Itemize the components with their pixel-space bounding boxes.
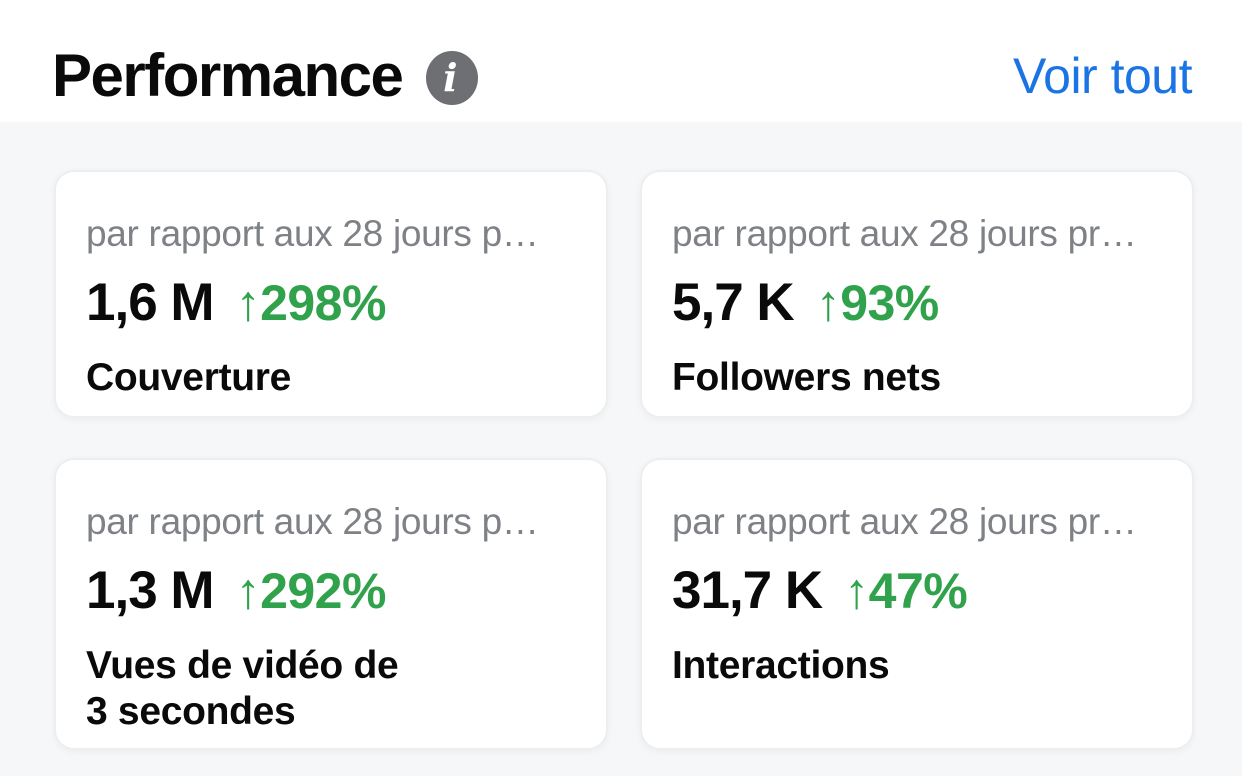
metric-label: Vues de vidéo de 3 secondes [86, 644, 399, 734]
metric-value: 5,7 K [672, 273, 795, 333]
metric-label: Couverture [86, 356, 292, 400]
comparison-period-text: par rapport aux 28 jours p… [86, 213, 539, 254]
metric-value: 1,6 M [86, 273, 215, 333]
value-row: 31,7 K ↑47% [672, 564, 1162, 617]
comparison-period-text: par rapport aux 28 jours p… [86, 501, 539, 542]
value-row: 1,3 M ↑292% [86, 564, 576, 617]
metric-delta-up: ↑93% [815, 275, 940, 332]
metric-card-interactions[interactable]: par rapport aux 28 jours pr… 31,7 K ↑47%… [640, 458, 1194, 750]
metric-cards-grid: par rapport aux 28 jours p… 1,6 M ↑298% … [54, 170, 1194, 750]
performance-header: Performance i Voir tout [0, 0, 1242, 122]
metric-delta-up: ↑47% [844, 563, 968, 620]
value-row: 1,6 M ↑298% [86, 276, 576, 329]
page-title: Performance [52, 42, 404, 109]
comparison-period-text: par rapport aux 28 jours pr… [672, 501, 1137, 542]
performance-content: par rapport aux 28 jours p… 1,6 M ↑298% … [0, 122, 1242, 750]
value-row: 5,7 K ↑93% [672, 276, 1162, 329]
see-all-link[interactable]: Voir tout [1013, 48, 1192, 104]
metric-card-vues-video-3-secondes[interactable]: par rapport aux 28 jours p… 1,3 M ↑292% … [54, 458, 608, 750]
metric-card-couverture[interactable]: par rapport aux 28 jours p… 1,6 M ↑298% … [54, 170, 608, 418]
metric-value: 1,3 M [86, 561, 215, 621]
metric-delta-up: ↑298% [235, 275, 387, 332]
metric-delta-up: ↑292% [235, 563, 387, 620]
metric-label: Followers nets [672, 356, 941, 400]
info-icon[interactable]: i [426, 51, 479, 105]
comparison-period-text: par rapport aux 28 jours pr… [672, 213, 1137, 254]
metric-value: 31,7 K [672, 561, 823, 621]
metric-label: Interactions [672, 644, 890, 688]
metric-card-followers-nets[interactable]: par rapport aux 28 jours pr… 5,7 K ↑93% … [640, 170, 1194, 418]
header-title-group: Performance i [52, 42, 479, 109]
